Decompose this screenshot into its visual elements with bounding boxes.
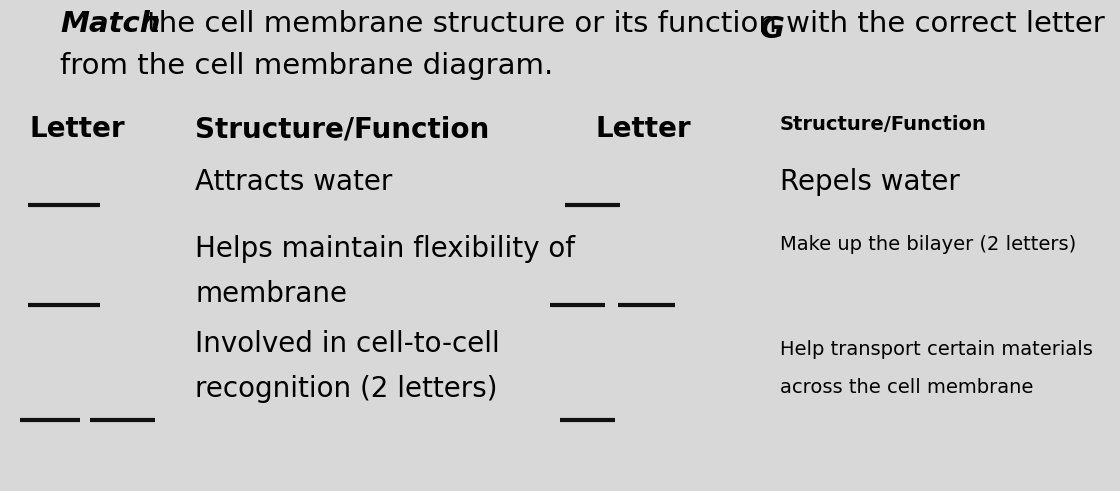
Text: recognition (2 letters): recognition (2 letters) [195, 375, 497, 403]
Text: Match: Match [60, 10, 160, 38]
Text: G: G [760, 15, 785, 44]
Text: Letter: Letter [595, 115, 691, 143]
Text: Help transport certain materials: Help transport certain materials [780, 340, 1093, 359]
Text: membrane: membrane [195, 280, 347, 308]
Text: Attracts water: Attracts water [195, 168, 392, 196]
Text: the cell membrane structure or its function with the correct letter: the cell membrane structure or its funct… [138, 10, 1104, 38]
Text: Involved in cell-to-cell: Involved in cell-to-cell [195, 330, 500, 358]
Text: across the cell membrane: across the cell membrane [780, 378, 1034, 397]
Text: Structure/Function: Structure/Function [195, 115, 489, 143]
Text: from the cell membrane diagram.: from the cell membrane diagram. [60, 52, 553, 80]
Text: Make up the bilayer (2 letters): Make up the bilayer (2 letters) [780, 235, 1076, 254]
Text: Structure/Function: Structure/Function [780, 115, 987, 134]
Text: Helps maintain flexibility of: Helps maintain flexibility of [195, 235, 575, 263]
Text: Letter: Letter [30, 115, 125, 143]
Text: Repels water: Repels water [780, 168, 960, 196]
